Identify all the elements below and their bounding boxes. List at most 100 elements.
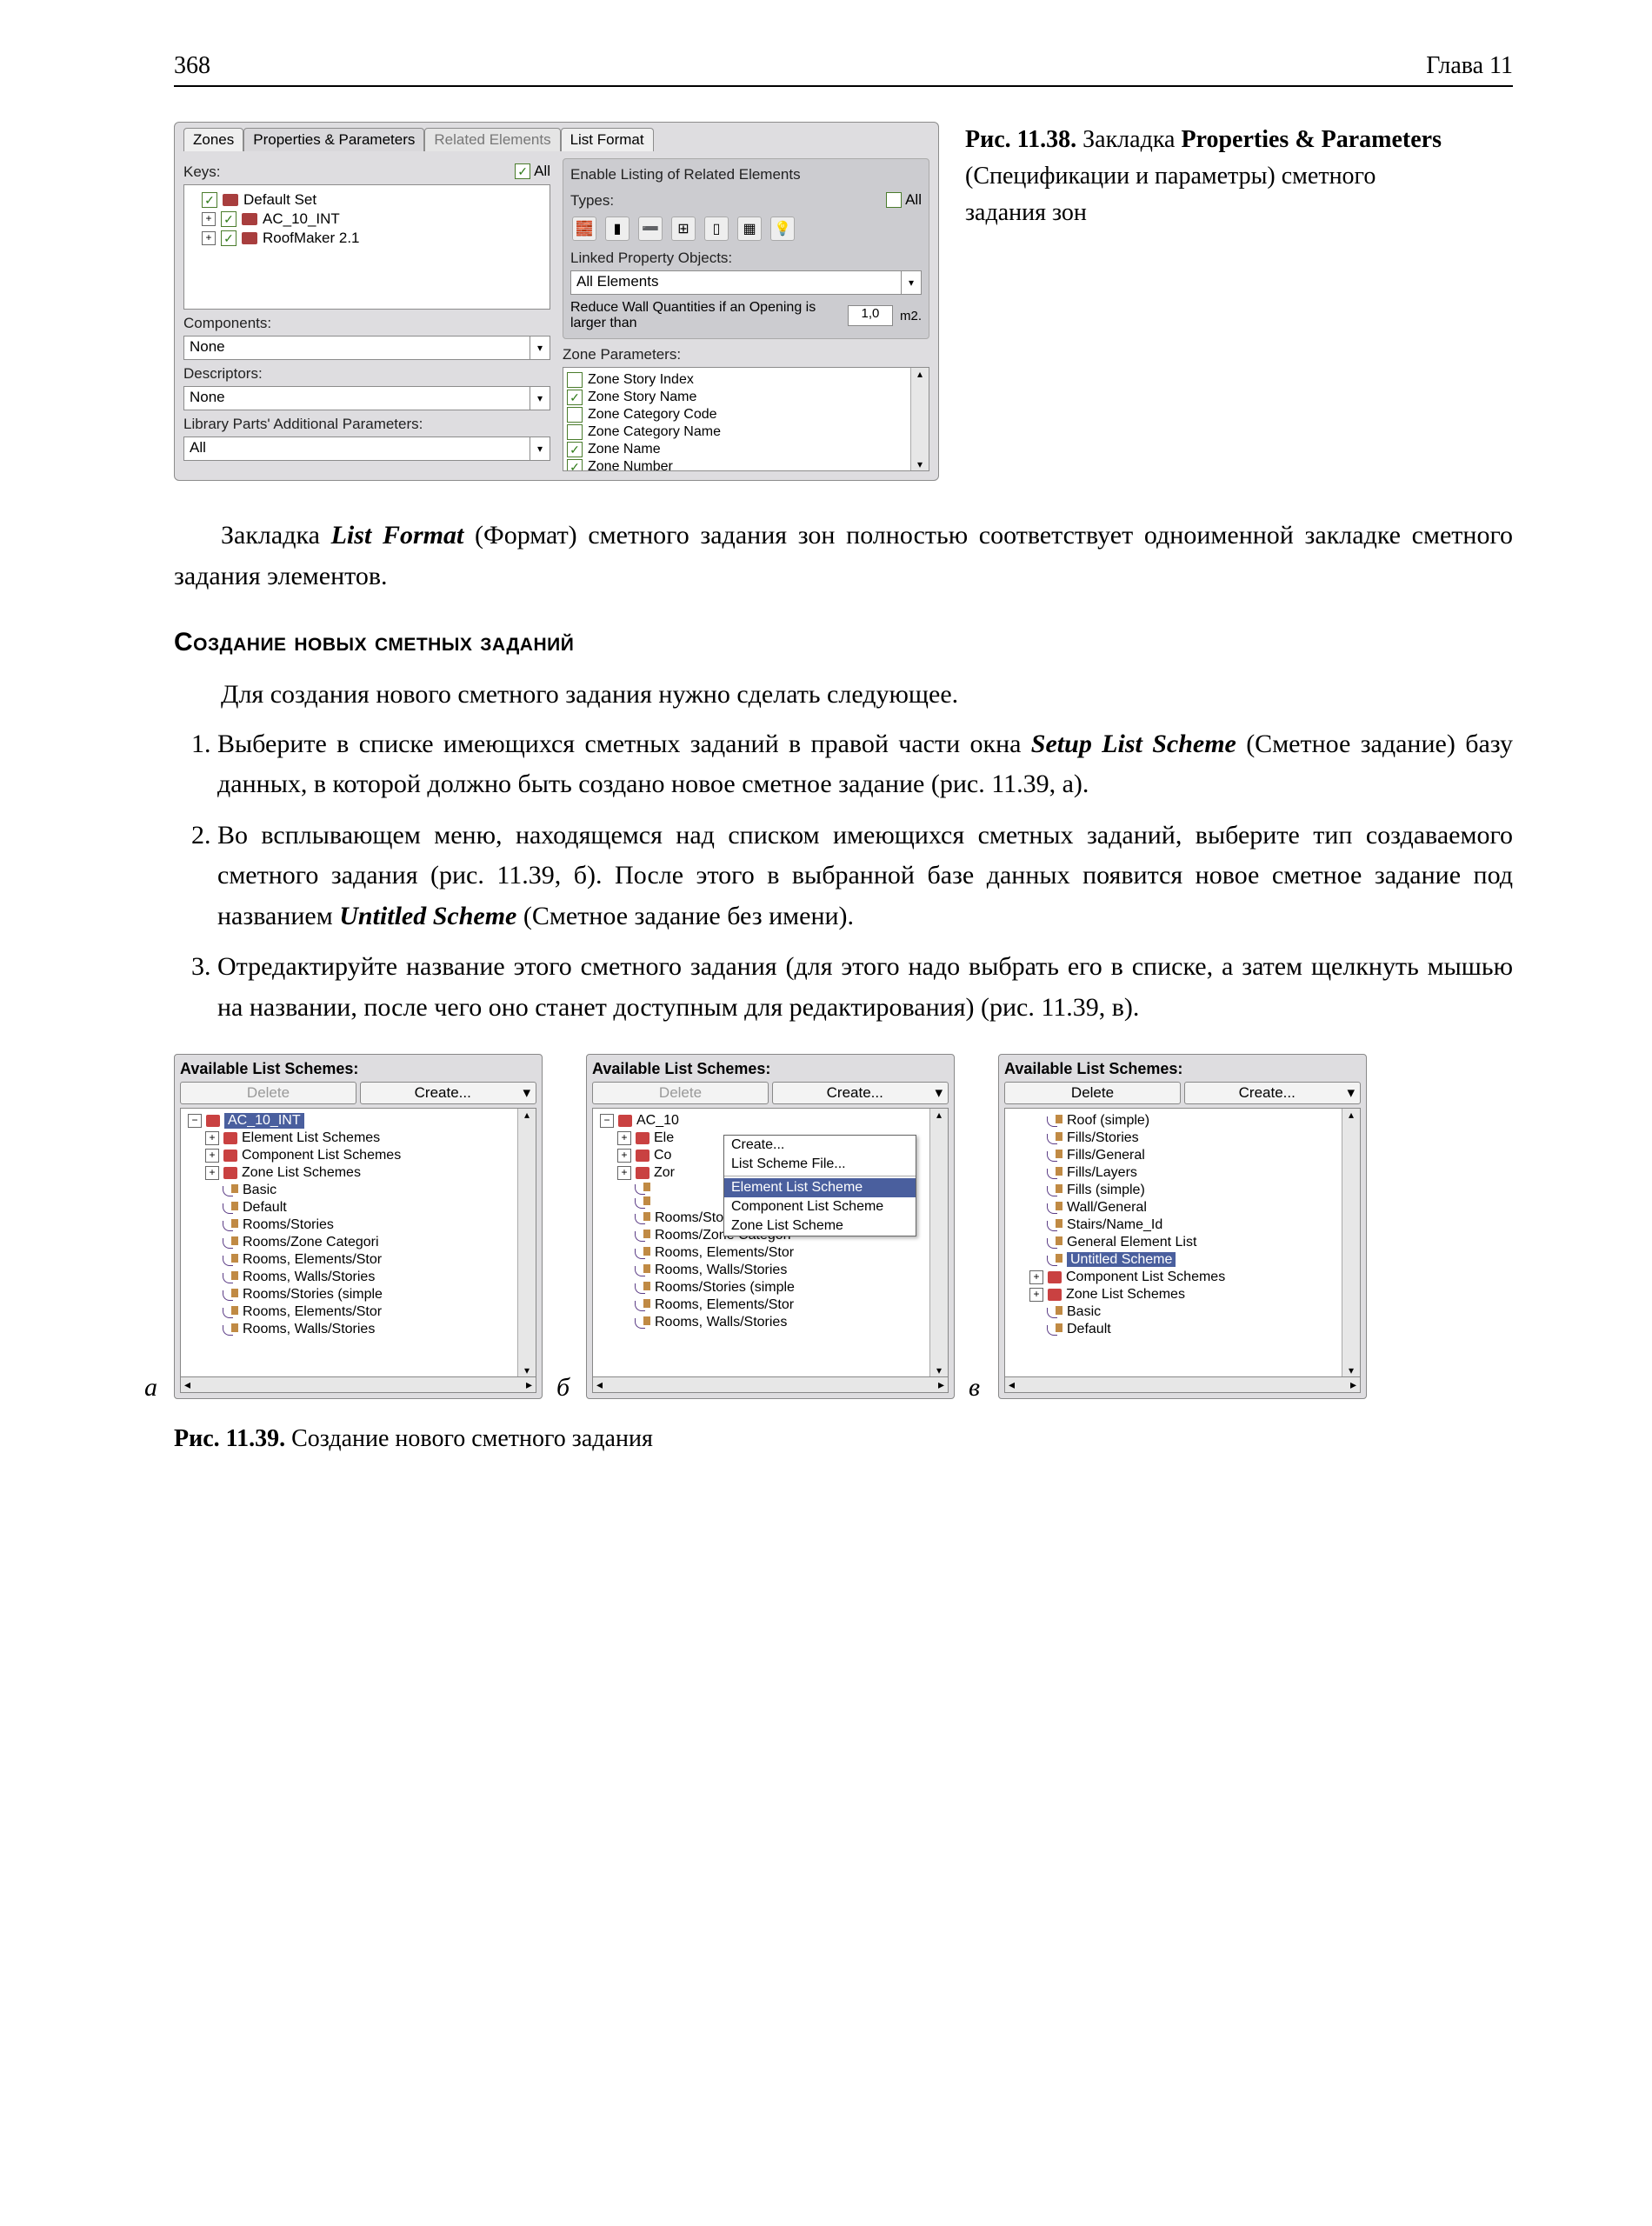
expand-icon[interactable]: + [617,1166,631,1180]
tree-item[interactable]: Rooms, Elements/Stor [184,1303,532,1321]
linked-label: Linked Property Objects: [570,250,922,267]
checkbox[interactable] [567,372,583,388]
schemes-tree-b[interactable]: −AC_10 +Ele+Co+ZorRooms/StoriesRooms/Zon… [592,1108,949,1377]
create-button[interactable]: Create... ▾ [772,1082,949,1104]
tree-item[interactable]: +Element List Schemes [184,1130,532,1147]
tree-item[interactable]: Stairs/Name_Id [1009,1216,1356,1234]
beam-icon[interactable]: ➖ [638,217,663,241]
column-icon[interactable]: ▮ [605,217,629,241]
door-icon[interactable]: ▯ [704,217,729,241]
db-icon [206,1115,220,1127]
tab-zones[interactable]: Zones [183,128,243,151]
checkbox[interactable]: ✓ [567,390,583,405]
tab-list-format[interactable]: List Format [561,128,654,151]
zone-params-list[interactable]: Zone Story Index✓Zone Story NameZone Cat… [563,367,929,471]
zone-param-item[interactable]: Zone Category Code [567,406,925,423]
tree-item[interactable]: Basic [184,1182,532,1199]
scrollbar[interactable]: ▴▾ [517,1109,536,1376]
schemes-tree-a[interactable]: −AC_10_INT +Element List Schemes+Compone… [180,1108,536,1377]
expand-icon[interactable]: + [202,212,216,226]
popup-item[interactable]: Zone List Scheme [724,1216,916,1236]
components-dropdown[interactable]: None ▾ [183,336,550,360]
scrollbar[interactable]: ▴▾ [910,368,929,470]
expand-icon[interactable]: + [202,231,216,245]
object-icon[interactable]: ▦ [737,217,762,241]
h-scrollbar[interactable]: ◂▸ [1004,1377,1361,1393]
tree-item[interactable]: Rooms, Walls/Stories [184,1269,532,1286]
tree-item[interactable]: Rooms/Zone Categori [184,1234,532,1251]
expand-icon[interactable]: + [205,1166,219,1180]
tree-item[interactable]: Default [184,1199,532,1216]
descriptors-dropdown[interactable]: None ▾ [183,386,550,410]
tree-item[interactable]: +Component List Schemes [1009,1269,1356,1286]
list-item: Выберите в списке имеющихся сметных зада… [217,724,1513,805]
linked-dropdown[interactable]: All Elements ▾ [570,270,922,295]
window-icon[interactable]: ⊞ [671,217,696,241]
tree-item[interactable]: Rooms, Walls/Stories [184,1321,532,1338]
tree-item[interactable]: Basic [1009,1303,1356,1321]
popup-item[interactable]: Component List Scheme [724,1197,916,1216]
create-button[interactable]: Create... ▾ [1184,1082,1361,1104]
create-button[interactable]: Create... ▾ [360,1082,536,1104]
expand-icon[interactable]: + [1029,1270,1043,1284]
expand-icon[interactable]: + [617,1149,631,1163]
tree-item[interactable]: Rooms/Stories [184,1216,532,1234]
wall-icon[interactable]: 🧱 [572,217,596,241]
tree-item[interactable]: Fills/Layers [1009,1164,1356,1182]
expand-icon[interactable]: + [617,1131,631,1145]
delete-button[interactable]: Delete [592,1082,769,1104]
tree-item[interactable]: +Component List Schemes [184,1147,532,1164]
libparams-dropdown[interactable]: All ▾ [183,437,550,461]
tree-item[interactable]: Fills (simple) [1009,1182,1356,1199]
tree-item[interactable]: Fills/Stories [1009,1130,1356,1147]
checkbox[interactable]: ✓ [567,459,583,471]
libparams-label: Library Parts' Additional Parameters: [183,416,550,433]
expand-icon[interactable]: + [1029,1288,1043,1302]
zone-param-item[interactable]: ✓Zone Story Name [567,389,925,406]
tree-item[interactable]: Rooms/Stories (simple [596,1279,944,1296]
types-all-checkbox[interactable]: ✓ [886,192,902,208]
tree-item[interactable]: Wall/General [1009,1199,1356,1216]
tree-item[interactable]: Rooms, Walls/Stories [596,1262,944,1279]
checkbox[interactable]: ✓ [567,442,583,457]
popup-item[interactable]: Create... [724,1136,916,1155]
h-scrollbar[interactable]: ◂▸ [180,1377,536,1393]
keys-all-checkbox[interactable]: ✓ [515,163,530,179]
page-number: 368 [174,52,210,80]
reduce-input[interactable]: 1,0 [848,305,893,326]
tab-related[interactable]: Related Elements [424,128,560,151]
zone-param-item[interactable]: ✓Zone Number [567,458,925,471]
tab-properties[interactable]: Properties & Parameters [243,128,424,151]
expand-icon[interactable]: + [205,1131,219,1145]
tree-item[interactable]: Rooms/Stories (simple [184,1286,532,1303]
scrollbar[interactable]: ▴▾ [1342,1109,1360,1376]
scheme-icon [635,1247,650,1259]
tree-item[interactable]: Rooms, Elements/Stor [184,1251,532,1269]
tree-item[interactable]: General Element List [1009,1234,1356,1251]
zone-param-item[interactable]: Zone Story Index [567,371,925,389]
checkbox[interactable] [567,424,583,440]
tree-item[interactable]: Rooms, Elements/Stor [596,1296,944,1314]
create-popup[interactable]: Create...List Scheme File... Element List… [723,1135,916,1236]
tree-item[interactable]: Default [1009,1321,1356,1338]
lamp-icon[interactable]: 💡 [770,217,795,241]
scrollbar[interactable]: ▴▾ [929,1109,948,1376]
tree-item[interactable]: Untitled Scheme [1009,1251,1356,1269]
zone-param-item[interactable]: ✓Zone Name [567,441,925,458]
tree-item[interactable]: +Zone List Schemes [1009,1286,1356,1303]
schemes-tree-c[interactable]: Roof (simple)Fills/StoriesFills/GeneralF… [1004,1108,1361,1377]
popup-item[interactable]: Element List Scheme [724,1178,916,1197]
delete-button[interactable]: Delete [1004,1082,1181,1104]
keys-list[interactable]: ✓Default Set +✓AC_10_INT +✓RoofMaker 2.1 [183,184,550,310]
tree-item[interactable]: Roof (simple) [1009,1112,1356,1130]
delete-button[interactable]: Delete [180,1082,356,1104]
popup-item[interactable]: List Scheme File... [724,1155,916,1174]
tree-item[interactable]: Rooms, Elements/Stor [596,1244,944,1262]
expand-icon[interactable]: + [205,1149,219,1163]
tree-item[interactable]: +Zone List Schemes [184,1164,532,1182]
h-scrollbar[interactable]: ◂▸ [592,1377,949,1393]
checkbox[interactable] [567,407,583,423]
zone-param-item[interactable]: Zone Category Name [567,423,925,441]
tree-item[interactable]: Rooms, Walls/Stories [596,1314,944,1331]
tree-item[interactable]: Fills/General [1009,1147,1356,1164]
